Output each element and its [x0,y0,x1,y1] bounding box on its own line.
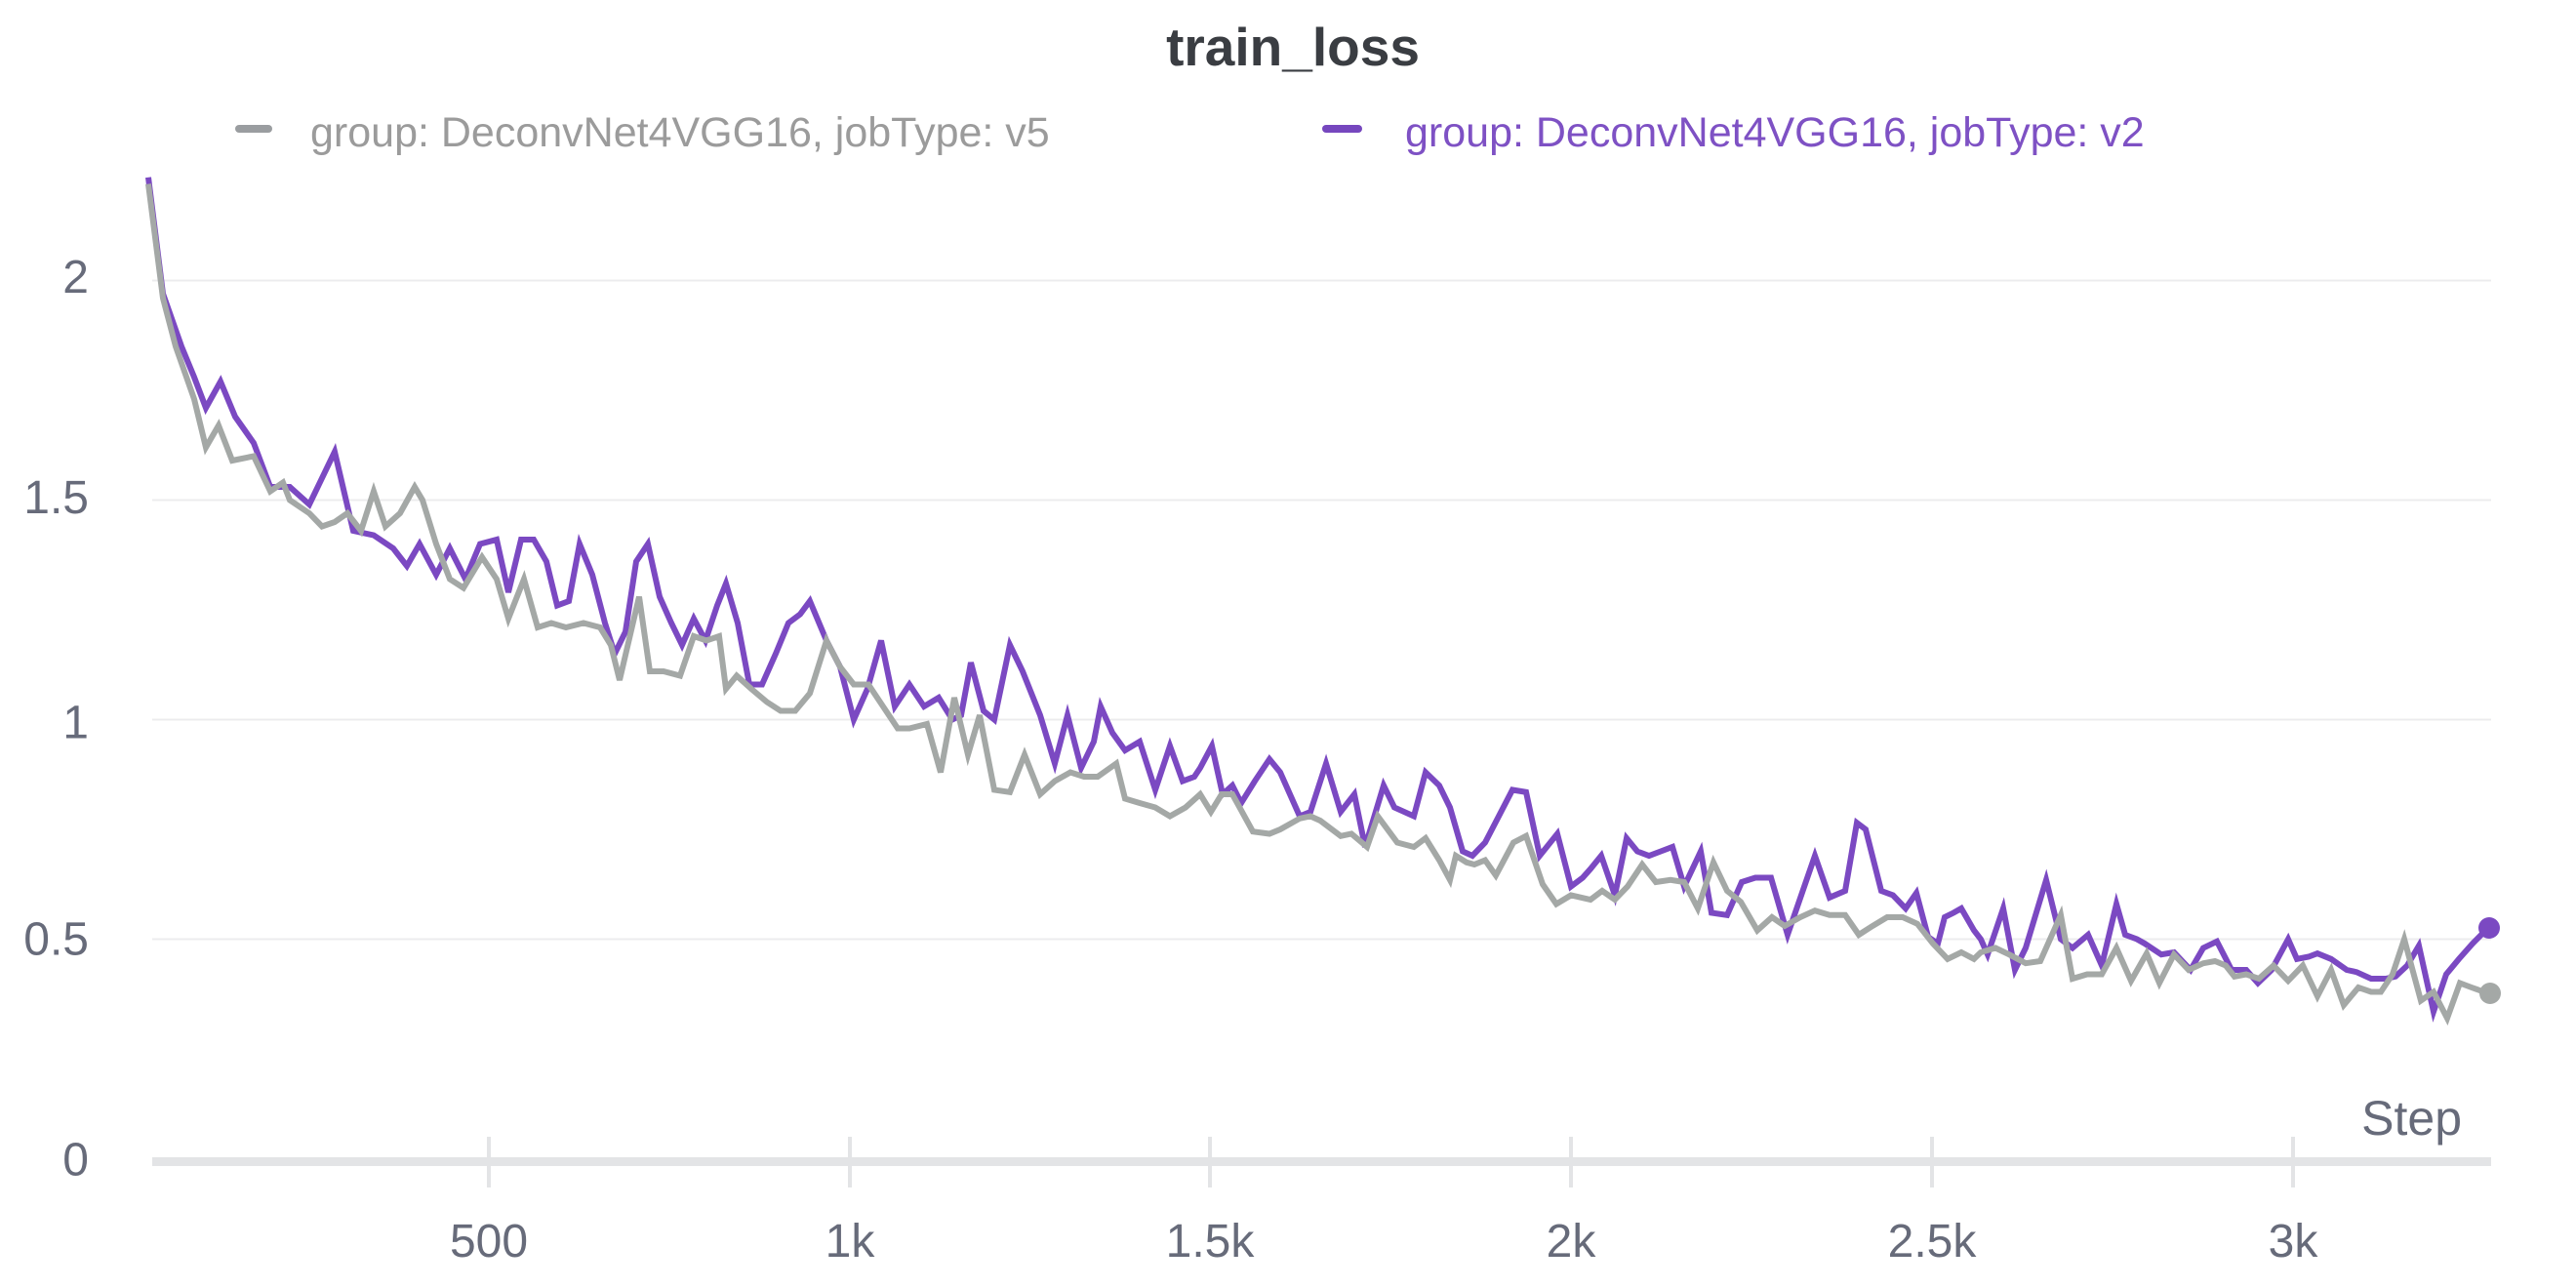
svg-text:train_loss: train_loss [1166,17,1420,77]
svg-text:500: 500 [450,1216,528,1268]
svg-text:3k: 3k [2269,1216,2319,1268]
svg-text:group: DeconvNet4VGG16, jobTyp: group: DeconvNet4VGG16, jobType: v2 [1405,109,2145,156]
svg-text:Step: Step [2361,1091,2462,1146]
svg-text:2k: 2k [1547,1216,1597,1268]
svg-text:1.5: 1.5 [23,472,89,524]
svg-text:1: 1 [62,698,89,749]
svg-text:1k: 1k [825,1216,876,1268]
svg-text:2.5k: 2.5k [1888,1216,1978,1268]
svg-text:2: 2 [62,252,89,303]
svg-text:0.5: 0.5 [23,914,89,966]
svg-text:0: 0 [62,1135,89,1187]
svg-text:1.5k: 1.5k [1166,1216,1256,1268]
svg-text:group: DeconvNet4VGG16, jobTyp: group: DeconvNet4VGG16, jobType: v5 [310,109,1050,156]
